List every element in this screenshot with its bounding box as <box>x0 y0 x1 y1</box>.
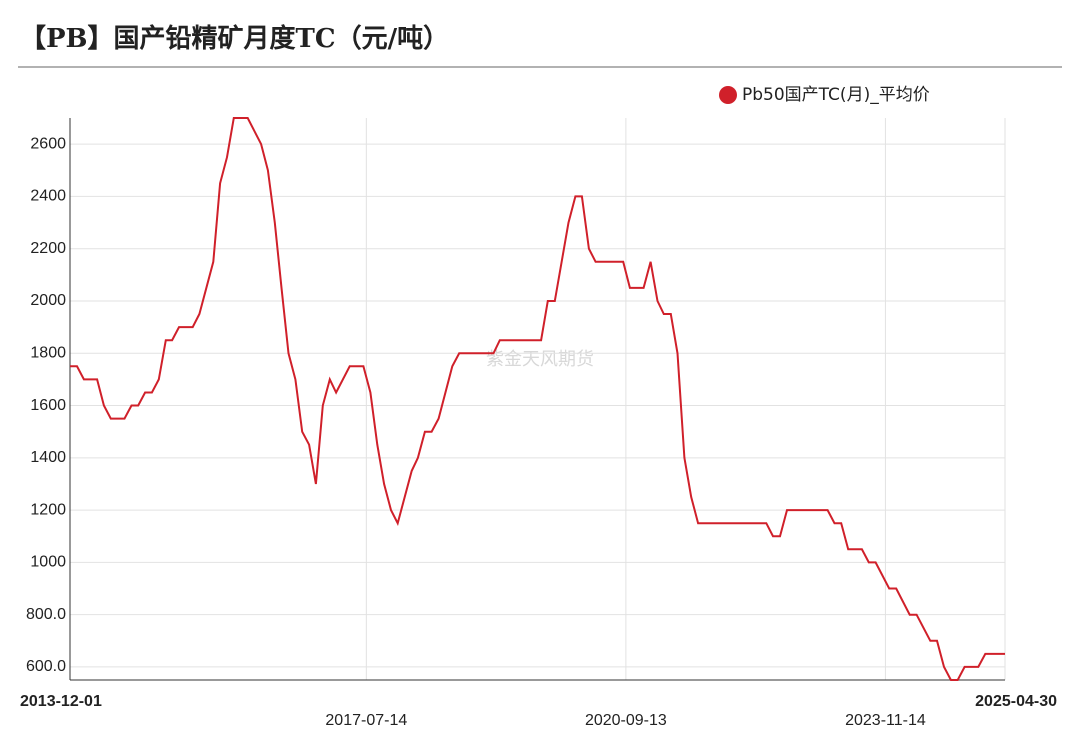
x-tick-label: 2025-04-30 <box>975 693 1057 710</box>
x-tick-label: 2020-09-13 <box>585 712 667 729</box>
legend-label: Pb50国产TC(月)_平均价 <box>742 85 930 105</box>
y-tick-label: 1400 <box>30 449 66 466</box>
y-tick-label: 2000 <box>30 292 66 309</box>
data-line <box>70 117 1005 681</box>
y-tick-label: 1800 <box>30 344 66 361</box>
x-tick-label: 2017-07-14 <box>325 712 407 729</box>
y-tick-label: 2200 <box>30 240 66 257</box>
x-tick-label: 2013-12-01 <box>20 693 102 710</box>
legend-marker <box>719 86 737 104</box>
y-tick-label: 2400 <box>30 188 66 205</box>
y-tick-label: 2600 <box>30 135 66 152</box>
y-tick-label: 800.0 <box>26 606 66 623</box>
y-tick-label: 600.0 <box>26 658 66 675</box>
chart-title: 【PB】国产铅精矿月度TC（元/吨） <box>20 23 449 54</box>
x-tick-label: 2023-11-14 <box>845 712 926 729</box>
y-tick-label: 1200 <box>30 501 66 518</box>
y-tick-label: 1000 <box>30 554 66 571</box>
y-tick-label: 1600 <box>30 397 66 414</box>
watermark: 紫金天风期货 <box>486 349 594 370</box>
